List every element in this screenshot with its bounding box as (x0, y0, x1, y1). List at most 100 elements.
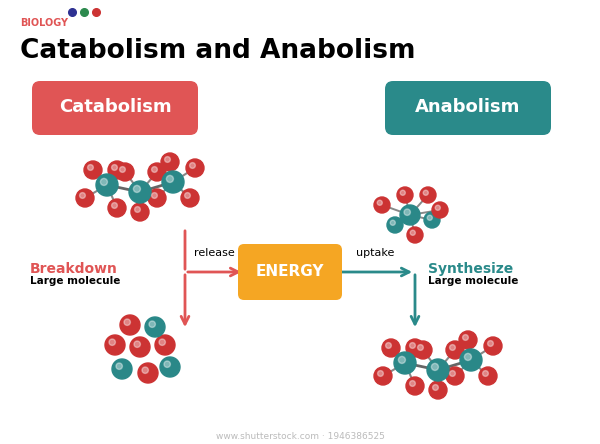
Circle shape (148, 189, 166, 207)
Text: Synthesize: Synthesize (428, 262, 513, 276)
Circle shape (406, 377, 424, 395)
Circle shape (424, 212, 440, 228)
Circle shape (410, 381, 415, 386)
Circle shape (400, 205, 420, 225)
Circle shape (100, 178, 107, 186)
Circle shape (138, 363, 158, 383)
Circle shape (479, 367, 497, 385)
Circle shape (446, 341, 464, 359)
Circle shape (394, 352, 416, 374)
Circle shape (129, 181, 151, 203)
Circle shape (387, 217, 403, 233)
Circle shape (377, 200, 382, 205)
Circle shape (420, 187, 436, 203)
Circle shape (449, 371, 455, 377)
Circle shape (414, 341, 432, 359)
Circle shape (186, 159, 204, 177)
Circle shape (134, 341, 140, 347)
Circle shape (484, 337, 502, 355)
FancyBboxPatch shape (238, 244, 342, 300)
Text: Catabolism and Anabolism: Catabolism and Anabolism (20, 38, 415, 64)
Circle shape (418, 345, 424, 350)
Circle shape (429, 381, 447, 399)
Circle shape (374, 197, 390, 213)
Circle shape (185, 193, 190, 198)
Circle shape (131, 203, 149, 221)
Circle shape (162, 171, 184, 193)
Circle shape (404, 209, 410, 215)
Text: uptake: uptake (356, 248, 394, 258)
Circle shape (407, 227, 423, 243)
Circle shape (159, 339, 166, 345)
Circle shape (464, 353, 472, 361)
Circle shape (449, 345, 455, 350)
Circle shape (410, 230, 415, 235)
Circle shape (142, 367, 148, 373)
Circle shape (446, 367, 464, 385)
Circle shape (134, 206, 140, 212)
Circle shape (488, 341, 493, 346)
Circle shape (164, 157, 170, 163)
Circle shape (152, 166, 157, 172)
Circle shape (390, 220, 395, 225)
Circle shape (120, 315, 140, 335)
Text: Catabolism: Catabolism (59, 98, 172, 116)
Circle shape (482, 371, 488, 377)
Circle shape (431, 363, 439, 370)
Circle shape (181, 189, 199, 207)
FancyBboxPatch shape (32, 81, 198, 135)
Circle shape (84, 161, 102, 179)
Circle shape (155, 335, 175, 355)
Circle shape (377, 371, 383, 377)
Circle shape (76, 189, 94, 207)
Circle shape (88, 165, 94, 170)
Circle shape (432, 202, 448, 218)
Circle shape (112, 202, 118, 208)
Circle shape (112, 165, 118, 170)
Circle shape (124, 319, 130, 325)
Text: Anabolism: Anabolism (415, 98, 521, 116)
Circle shape (463, 335, 469, 341)
Circle shape (160, 357, 180, 377)
Circle shape (108, 199, 126, 217)
Circle shape (166, 175, 173, 182)
Circle shape (148, 163, 166, 181)
Circle shape (161, 153, 179, 171)
Circle shape (112, 359, 132, 379)
Circle shape (460, 349, 482, 371)
Circle shape (190, 163, 196, 168)
Circle shape (386, 343, 391, 349)
Text: release: release (194, 248, 235, 258)
Circle shape (427, 359, 449, 381)
Circle shape (164, 361, 170, 367)
Circle shape (149, 321, 155, 327)
FancyBboxPatch shape (385, 81, 551, 135)
Circle shape (105, 335, 125, 355)
Text: ENERGY: ENERGY (256, 263, 324, 278)
Circle shape (145, 317, 165, 337)
Circle shape (435, 205, 440, 210)
Circle shape (406, 339, 424, 357)
Circle shape (400, 190, 406, 195)
Circle shape (152, 193, 157, 198)
Text: Breakdown: Breakdown (30, 262, 118, 276)
Text: www.shutterstock.com · 1946386525: www.shutterstock.com · 1946386525 (215, 432, 385, 441)
Circle shape (459, 331, 477, 349)
Circle shape (410, 343, 415, 349)
Circle shape (108, 161, 126, 179)
Circle shape (427, 215, 433, 220)
Text: BIOLOGY: BIOLOGY (20, 18, 68, 28)
Circle shape (96, 174, 118, 196)
Circle shape (398, 357, 406, 364)
Text: Large molecule: Large molecule (428, 276, 518, 286)
Circle shape (374, 367, 392, 385)
Text: Large molecule: Large molecule (30, 276, 121, 286)
Circle shape (109, 339, 115, 345)
Circle shape (423, 190, 428, 195)
Circle shape (133, 186, 140, 192)
Circle shape (397, 187, 413, 203)
Circle shape (130, 337, 150, 357)
Circle shape (433, 385, 439, 390)
Circle shape (116, 163, 134, 181)
Circle shape (80, 193, 85, 198)
